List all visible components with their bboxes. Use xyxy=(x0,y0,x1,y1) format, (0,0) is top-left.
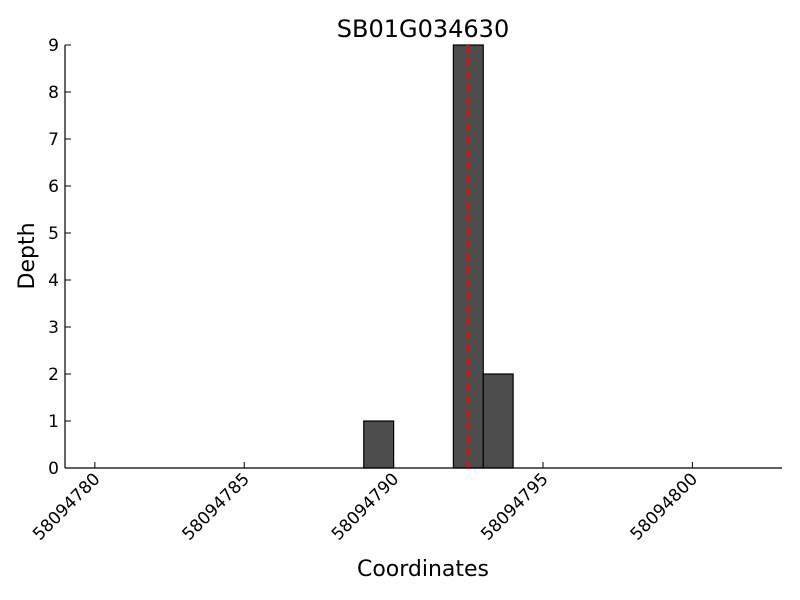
x-tick-label: 58094780 xyxy=(29,469,104,544)
y-tick-label: 5 xyxy=(48,224,59,244)
y-tick-label: 0 xyxy=(48,459,59,479)
x-tick-label: 58094785 xyxy=(178,469,253,544)
y-tick-label: 1 xyxy=(48,412,59,432)
y-tick-label: 4 xyxy=(48,271,59,291)
x-tick-label: 58094790 xyxy=(328,469,403,544)
chart-title: SB01G034630 xyxy=(337,15,509,43)
y-tick-label: 6 xyxy=(48,177,59,197)
x-tick-label: 58094795 xyxy=(477,469,552,544)
y-tick-label: 2 xyxy=(48,365,59,385)
x-axis-label: Coordinates xyxy=(357,557,489,582)
bar xyxy=(482,373,514,469)
x-tick-label: 58094800 xyxy=(627,469,702,544)
y-tick-label: 8 xyxy=(48,83,59,103)
bar xyxy=(363,420,395,469)
y-axis-label: Depth xyxy=(15,222,40,289)
y-tick-label: 3 xyxy=(48,318,59,338)
y-tick-label: 7 xyxy=(48,130,59,150)
y-tick-label: 9 xyxy=(48,36,59,56)
